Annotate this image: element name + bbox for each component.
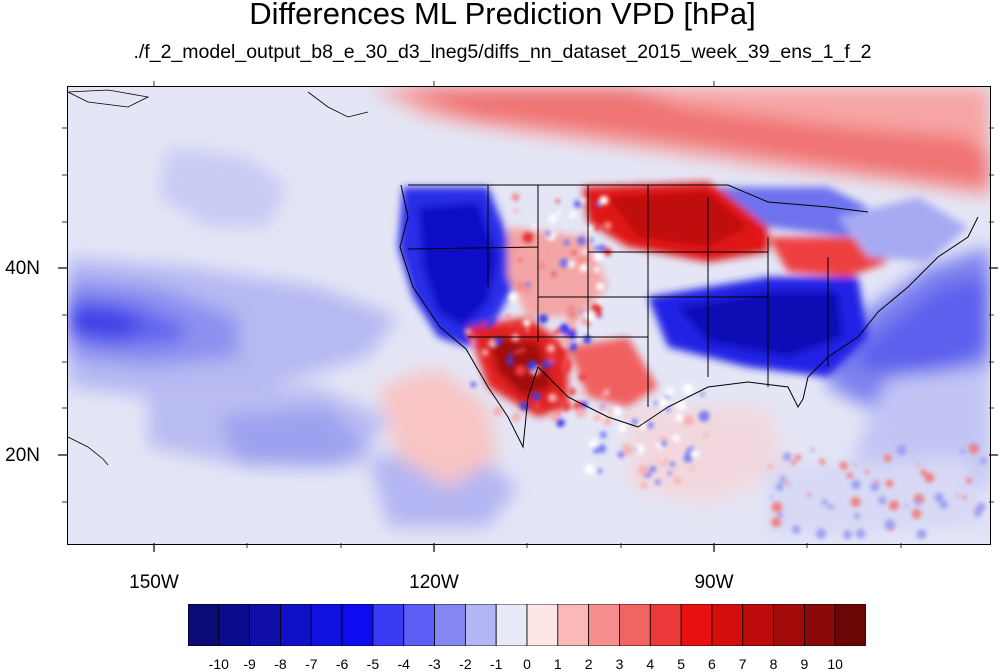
lon-tick-label: 120W — [409, 572, 459, 593]
map-plot-area — [67, 86, 991, 545]
colorbar-tick-label: 4 — [646, 656, 655, 672]
colorbar-swatch — [711, 604, 744, 646]
lon-tick-label: 150W — [129, 572, 179, 593]
colorbar-swatch — [188, 604, 220, 646]
colorbar-tick-label: -9 — [243, 656, 256, 672]
colorbar-swatch — [280, 604, 312, 646]
colorbar — [188, 604, 866, 646]
lon-tick-label: 90W — [694, 572, 734, 593]
colorbar-tick-label: 5 — [677, 656, 685, 672]
colorbar-tick-label: 9 — [800, 656, 809, 672]
colorbar-swatch — [464, 604, 497, 646]
colorbar-tick-label: -4 — [397, 656, 410, 672]
colorbar-tick-label: -6 — [335, 656, 349, 672]
colorbar-tick-label: 7 — [738, 656, 747, 672]
colorbar-tick-label: 1 — [553, 656, 562, 672]
colorbar-swatch — [434, 604, 466, 646]
colorbar-swatch — [649, 604, 682, 646]
colorbar-swatch — [773, 604, 805, 646]
colorbar-tick-label: 8 — [769, 656, 778, 672]
colorbar-swatch — [310, 604, 343, 646]
colorbar-swatch — [680, 604, 713, 646]
colorbar-swatch — [495, 604, 528, 646]
colorbar-tick-label: -8 — [274, 656, 287, 672]
colorbar-tick-label: 3 — [615, 656, 624, 672]
lat-tick-label: 40N — [5, 258, 40, 279]
colorbar-swatch — [803, 604, 836, 646]
colorbar-swatch — [557, 604, 590, 646]
colorbar-swatch — [619, 604, 651, 646]
colorbar-swatch — [742, 604, 774, 646]
colorbar-tick-label: -5 — [366, 656, 380, 672]
colorbar-tick-label: 10 — [827, 656, 843, 672]
colorbar-tick-label: 2 — [584, 656, 593, 672]
colorbar-swatch — [588, 604, 620, 646]
colorbar-tick-label: -3 — [428, 656, 441, 672]
lat-tick-label: 20N — [5, 445, 40, 466]
map-subtitle: ./f_2_model_output_b8_e_30_d3_lneg5/diff… — [133, 41, 872, 63]
colorbar-swatch — [218, 604, 251, 646]
colorbar-tick-label: 6 — [707, 656, 716, 672]
colorbar-tick-label: 0 — [523, 656, 531, 672]
colorbar-swatch — [834, 604, 866, 646]
colorbar-swatch — [526, 604, 559, 646]
colorbar-swatch — [249, 604, 281, 646]
colorbar-tick-label: -7 — [305, 656, 318, 672]
colorbar-swatch — [341, 604, 374, 646]
map-title: Differences ML Prediction VPD [hPa] — [249, 0, 756, 31]
colorbar-swatch — [403, 604, 435, 646]
colorbar-swatch — [372, 604, 405, 646]
colorbar-tick-label: -10 — [208, 656, 229, 672]
difference-field — [68, 87, 990, 544]
colorbar-tick-label: -2 — [459, 656, 472, 672]
colorbar-tick-label: -1 — [489, 656, 503, 672]
